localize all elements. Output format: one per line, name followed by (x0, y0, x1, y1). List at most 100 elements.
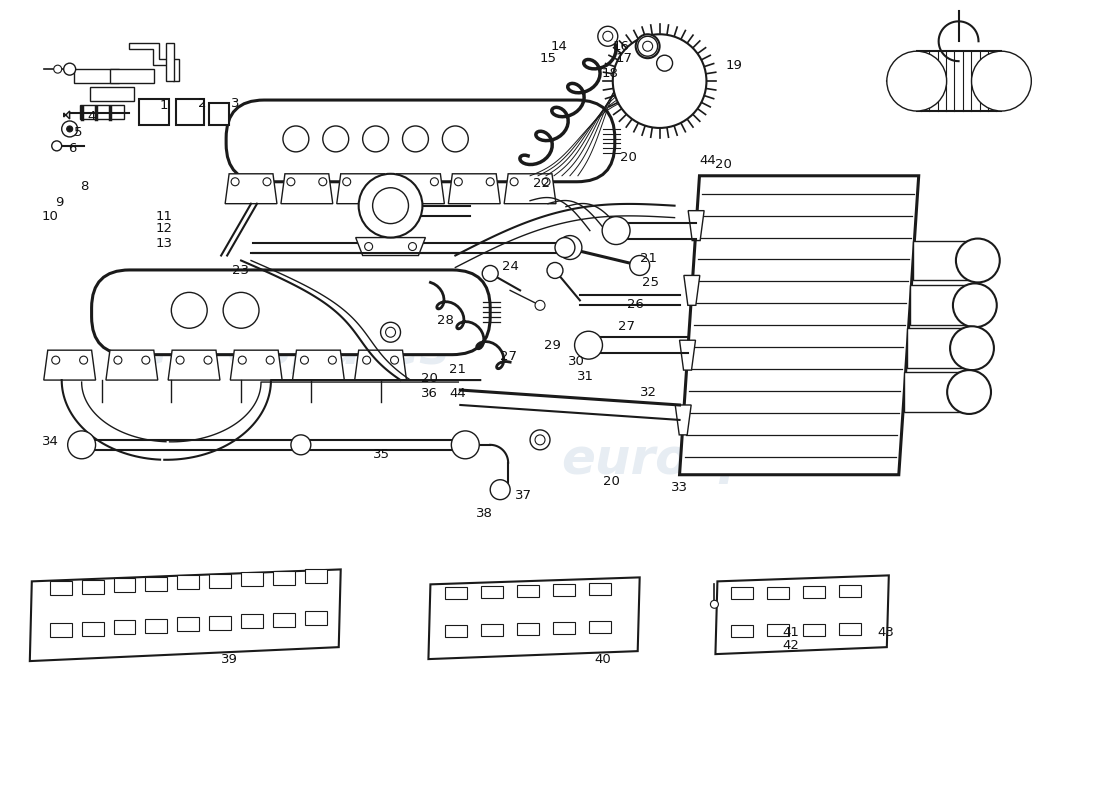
Bar (908, 328, 967, 368)
Circle shape (359, 174, 422, 238)
Polygon shape (241, 572, 263, 586)
Polygon shape (428, 578, 640, 659)
Text: 28: 28 (438, 314, 454, 326)
Circle shape (451, 431, 480, 458)
Circle shape (172, 292, 207, 328)
FancyBboxPatch shape (91, 270, 491, 354)
Polygon shape (177, 618, 199, 631)
Circle shape (530, 430, 550, 450)
Polygon shape (305, 570, 327, 583)
Circle shape (574, 331, 603, 359)
Polygon shape (113, 578, 135, 592)
Text: 18: 18 (602, 66, 618, 80)
Text: 41: 41 (783, 626, 800, 639)
Circle shape (482, 266, 498, 282)
Text: 43: 43 (877, 626, 894, 639)
Polygon shape (680, 340, 695, 370)
Circle shape (62, 121, 78, 137)
Circle shape (971, 51, 1032, 111)
Text: 34: 34 (42, 435, 58, 448)
Circle shape (52, 141, 62, 151)
Circle shape (947, 370, 991, 414)
Circle shape (67, 126, 73, 132)
Circle shape (373, 188, 408, 224)
Bar (89, 87, 134, 101)
Text: 44: 44 (700, 154, 716, 167)
Text: 17: 17 (616, 52, 632, 66)
Bar (110, 69, 154, 83)
Polygon shape (767, 586, 789, 598)
Text: 21: 21 (640, 251, 657, 265)
Polygon shape (145, 577, 167, 591)
Polygon shape (481, 624, 503, 636)
Bar (910, 286, 970, 326)
Circle shape (603, 31, 613, 42)
Circle shape (711, 600, 718, 608)
Circle shape (887, 51, 947, 111)
Text: 8: 8 (80, 180, 88, 193)
Polygon shape (839, 623, 861, 634)
Circle shape (223, 292, 258, 328)
Text: 32: 32 (640, 386, 657, 398)
Circle shape (386, 327, 396, 338)
Text: 23: 23 (232, 264, 250, 278)
Circle shape (363, 356, 371, 364)
Polygon shape (145, 618, 167, 633)
Polygon shape (209, 616, 231, 630)
Text: 6: 6 (68, 142, 76, 155)
Polygon shape (241, 614, 263, 628)
Circle shape (364, 242, 373, 250)
Polygon shape (273, 613, 295, 626)
Polygon shape (839, 585, 861, 597)
Circle shape (535, 435, 544, 445)
Polygon shape (44, 350, 96, 380)
Polygon shape (803, 624, 825, 635)
Polygon shape (305, 611, 327, 626)
Polygon shape (280, 174, 333, 204)
Circle shape (950, 326, 994, 370)
Polygon shape (481, 586, 503, 598)
Polygon shape (517, 623, 539, 635)
Polygon shape (517, 586, 539, 598)
Polygon shape (230, 350, 282, 380)
Text: 26: 26 (627, 298, 644, 311)
Circle shape (52, 356, 59, 364)
Text: 31: 31 (576, 370, 594, 382)
Text: 11: 11 (155, 210, 173, 223)
Circle shape (408, 242, 417, 250)
Circle shape (231, 178, 239, 186)
Circle shape (491, 480, 510, 500)
Circle shape (430, 178, 439, 186)
Text: 40: 40 (594, 653, 610, 666)
Circle shape (657, 55, 672, 71)
Polygon shape (50, 582, 72, 595)
Circle shape (597, 26, 618, 46)
Circle shape (79, 356, 88, 364)
Polygon shape (113, 620, 135, 634)
Polygon shape (732, 587, 754, 599)
Text: 24: 24 (502, 259, 519, 273)
Polygon shape (50, 623, 72, 637)
Text: 1: 1 (160, 98, 168, 111)
Bar (916, 51, 1001, 111)
Bar (209, 103, 229, 125)
Polygon shape (446, 587, 468, 599)
Circle shape (535, 300, 544, 310)
Circle shape (54, 65, 62, 73)
Polygon shape (354, 350, 407, 380)
Bar (140, 99, 169, 125)
Polygon shape (337, 174, 388, 204)
Circle shape (114, 356, 122, 364)
Bar (904, 372, 964, 412)
Circle shape (290, 435, 311, 455)
Circle shape (263, 178, 271, 186)
Circle shape (375, 178, 383, 186)
Text: 16: 16 (613, 39, 629, 53)
Text: eurospares: eurospares (561, 436, 878, 484)
Circle shape (403, 126, 428, 152)
Circle shape (542, 178, 550, 186)
Circle shape (629, 255, 650, 275)
Text: 35: 35 (373, 448, 389, 461)
Polygon shape (106, 350, 157, 380)
Text: 25: 25 (642, 275, 659, 289)
